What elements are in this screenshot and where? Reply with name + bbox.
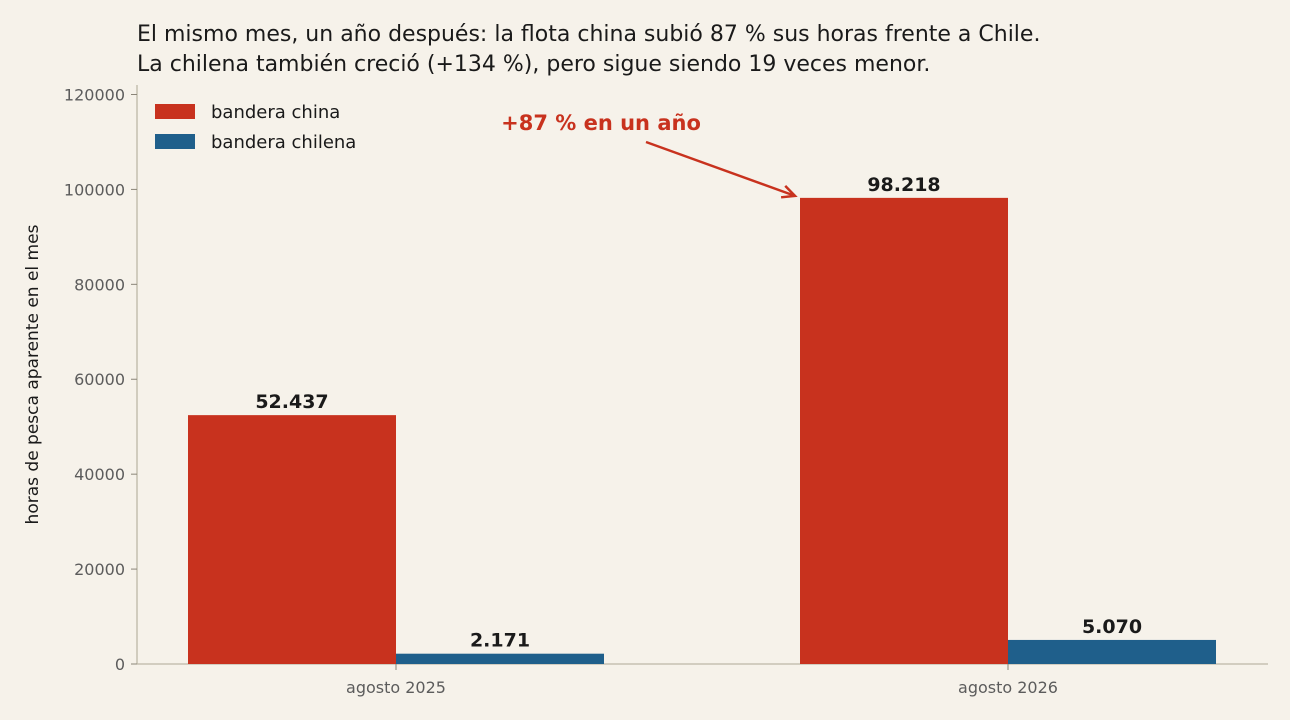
axes: 0 20000 40000 60000 80000 100000 120000 agosto … (23, 85, 1268, 697)
bar (188, 415, 396, 664)
y-tick-label: 20000 (74, 560, 125, 579)
annotation: +87 % en un año (501, 111, 798, 199)
legend-swatch (155, 104, 195, 119)
bar-value-label: 98.218 (867, 174, 940, 196)
y-tick-label: 40000 (74, 465, 125, 484)
y-tick-label: 80000 (74, 275, 125, 294)
annotation-text: +87 % en un año (501, 111, 701, 135)
annotation-arrowhead (780, 184, 798, 199)
bars (188, 197, 1216, 664)
bar (1008, 639, 1216, 664)
x-tick-label: agosto 2026 (958, 678, 1058, 697)
x-tick-label: agosto 2025 (346, 678, 446, 697)
y-tick-label: 100000 (64, 180, 125, 199)
bar (800, 197, 1008, 664)
y-tick-label: 120000 (64, 85, 125, 104)
bar (396, 653, 604, 664)
y-tick-label: 0 (115, 655, 125, 674)
value-labels: 52.437 98.218 2.171 5.070 (255, 174, 1142, 652)
legend-label: bandera china (211, 102, 340, 123)
legend-swatch (155, 134, 195, 149)
bar-value-label: 52.437 (255, 391, 328, 413)
chart-title-line-2: La chilena también creció (+134 %), pero… (137, 52, 931, 77)
legend-label: bandera chilena (211, 132, 356, 153)
y-tick-label: 60000 (74, 370, 125, 389)
y-axis-title: horas de pesca aparente en el mes (23, 224, 43, 524)
bar-value-label: 5.070 (1082, 616, 1142, 638)
bar-value-label: 2.171 (470, 630, 530, 652)
chart-title-line-1: El mismo mes, un año después: la flota c… (137, 22, 1041, 47)
annotation-arrow (645, 140, 796, 198)
legend: bandera china bandera chilena (155, 102, 356, 153)
